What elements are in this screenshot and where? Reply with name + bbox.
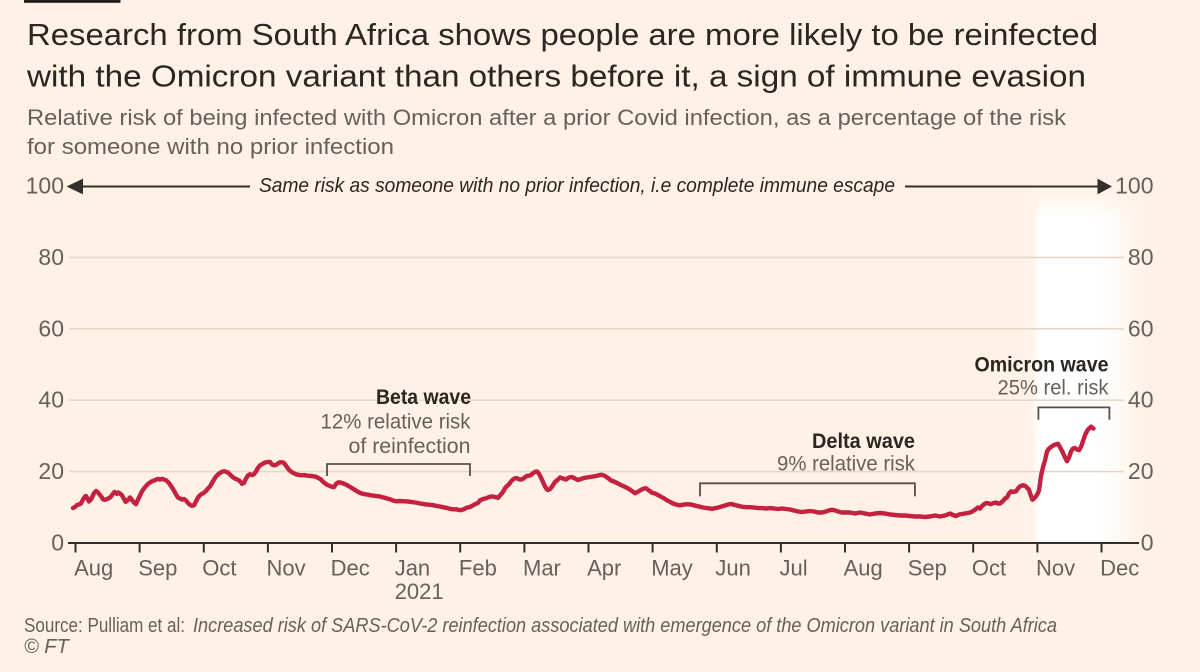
svg-text:Source: Pulliam et al:: Source: Pulliam et al: [24,615,185,637]
svg-text:Apr: Apr [587,556,621,581]
svg-text:0: 0 [1141,530,1154,556]
svg-text:60: 60 [38,315,64,341]
svg-text:Sep: Sep [908,556,947,581]
svg-text:40: 40 [38,387,64,413]
svg-text:Increased risk of SARS-CoV-2 r: Increased risk of SARS-CoV-2 reinfection… [193,615,1057,637]
svg-text:Jun: Jun [715,556,750,581]
svg-text:Jul: Jul [780,556,808,581]
svg-text:9% relative risk: 9% relative risk [777,453,915,476]
svg-text:Sep: Sep [138,556,177,581]
svg-text:20: 20 [1128,458,1154,484]
svg-text:0: 0 [51,530,64,556]
svg-text:Research from South Africa sho: Research from South Africa shows people … [27,17,1098,52]
svg-text:May: May [651,556,693,581]
svg-text:2021: 2021 [395,579,444,604]
svg-text:for someone with no prior infe: for someone with no prior infection [27,134,394,159]
svg-text:Dec: Dec [1100,556,1139,581]
svg-text:Feb: Feb [459,556,497,581]
svg-text:20: 20 [38,458,64,484]
svg-text:Relative risk of being infecte: Relative risk of being infected with Omi… [27,105,1067,130]
svg-text:Oct: Oct [202,556,236,581]
svg-text:80: 80 [1128,244,1154,270]
svg-text:Omicron wave: Omicron wave [975,354,1109,377]
svg-text:60: 60 [1128,315,1154,341]
svg-text:Aug: Aug [844,556,883,581]
svg-text:Jan: Jan [395,556,430,581]
svg-text:Delta wave: Delta wave [812,430,915,453]
svg-text:Mar: Mar [523,556,561,581]
svg-text:12% relative risk: 12% relative risk [321,411,471,434]
svg-text:100: 100 [1115,173,1153,199]
svg-text:100: 100 [26,173,64,199]
svg-text:40: 40 [1128,387,1154,413]
svg-text:Beta wave: Beta wave [376,386,471,409]
svg-text:Nov: Nov [1036,556,1075,581]
svg-text:Aug: Aug [74,556,113,581]
svg-text:of reinfection: of reinfection [349,435,471,458]
svg-text:Same risk as someone with no p: Same risk as someone with no prior infec… [259,175,895,197]
svg-text:80: 80 [38,244,64,270]
svg-text:with the Omicron variant than: with the Omicron variant than others bef… [26,58,1086,93]
svg-text:© FT: © FT [24,636,71,658]
svg-text:Oct: Oct [972,556,1006,581]
svg-text:Nov: Nov [267,556,306,581]
svg-text:Dec: Dec [331,556,370,581]
svg-text:25% rel. risk: 25% rel. risk [998,376,1109,399]
